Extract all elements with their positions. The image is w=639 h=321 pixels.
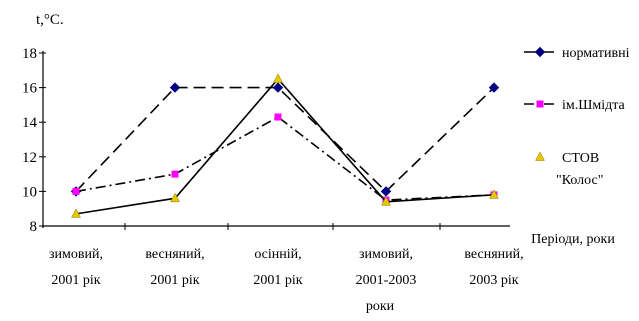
data-point-marker	[169, 82, 181, 93]
data-point-marker	[488, 82, 500, 93]
data-point-marker	[381, 196, 391, 206]
data-point-marker	[170, 192, 180, 203]
axes	[39, 51, 510, 230]
x-tick-label: зимовий, 2001-2003	[356, 247, 417, 288]
x-axis-label: Періоди, роки	[531, 232, 615, 247]
legend-label: СТОВ "Колос"	[556, 151, 603, 188]
x-tick-label: весняний, 2001 рік	[145, 247, 204, 288]
y-tick-label: 14	[22, 115, 38, 131]
series-line	[75, 77, 495, 215]
legend-item: СТОВ "Колос"	[535, 151, 603, 188]
y-tick-label: 12	[22, 150, 37, 166]
data-point-marker	[71, 208, 81, 218]
series-line	[75, 116, 495, 201]
y-tick-label: 18	[22, 46, 37, 62]
y-tick-label: 8	[30, 219, 38, 235]
y-tick-label: 16	[22, 81, 38, 97]
data-point-marker	[272, 82, 284, 93]
series-diamond	[70, 82, 500, 197]
legend-item: нормативні	[524, 46, 630, 61]
series-triangle	[71, 73, 499, 218]
legend-marker	[534, 46, 546, 58]
series-line	[75, 86, 495, 193]
y-axis-label: t,°C.	[36, 12, 64, 28]
x-axis-label-continuation: роки	[366, 299, 395, 314]
y-tick-label: 10	[22, 184, 37, 200]
series-square	[72, 113, 498, 204]
data-point-marker	[380, 186, 392, 197]
data-point-marker	[273, 73, 283, 83]
legend: нормативні ім.Шмідта СТОВ "Колос"	[524, 46, 630, 188]
legend-marker	[535, 151, 545, 161]
x-tick-label: зимовий, 2001 рік	[49, 247, 103, 288]
legend-marker	[536, 100, 544, 108]
legend-label: ім.Шмідта	[562, 98, 626, 113]
data-point-marker	[489, 189, 499, 199]
x-tick-labels: зимовий, 2001 рік весняний, 2001 рік осінній…	[49, 247, 524, 288]
x-tick-label: весняний, 2003 рік	[464, 247, 523, 288]
x-tick-label: осінній, 2001 рік	[253, 247, 302, 288]
y-tick-labels: 8 10 12 14 16 18	[22, 46, 38, 235]
data-point-marker	[171, 170, 179, 178]
series-lines	[70, 73, 500, 218]
legend-label: нормативні	[562, 46, 630, 61]
legend-item: ім.Шмідта	[524, 98, 626, 113]
data-point-marker	[274, 113, 282, 121]
data-point-marker	[72, 187, 80, 195]
